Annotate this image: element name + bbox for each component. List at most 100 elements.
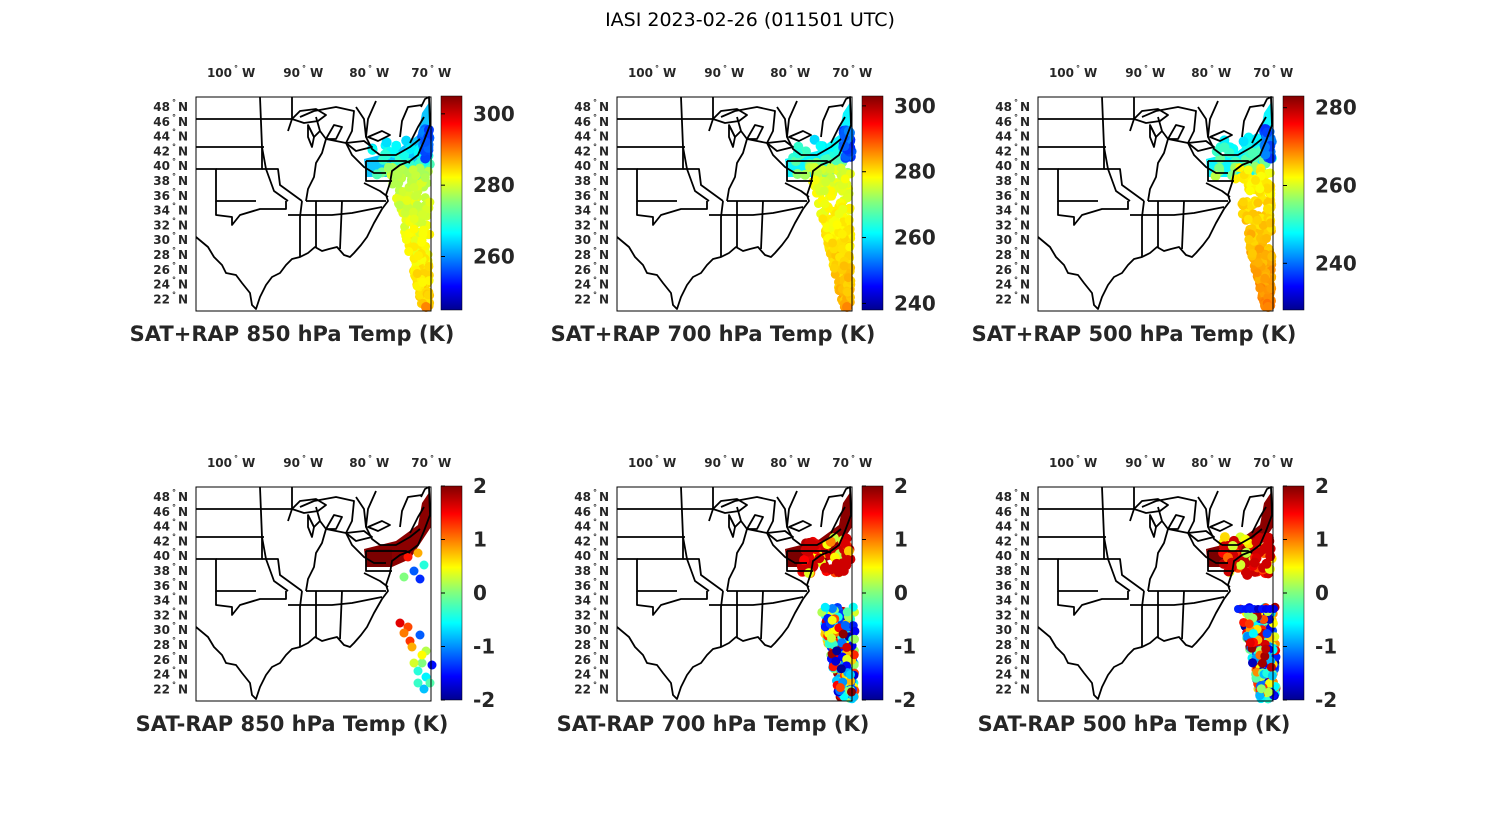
lat-tick-label: 26 [153, 263, 170, 277]
lon-tick-label: 90 [283, 66, 300, 80]
state-line [325, 138, 386, 174]
lat-tick-label: 32 [995, 608, 1012, 622]
lat-tick-suffix: N [599, 248, 609, 262]
state-line [366, 550, 411, 554]
degree-mark: ° [172, 651, 176, 660]
degree-mark: ° [1014, 202, 1018, 211]
state-line [636, 201, 708, 226]
obs-point [821, 177, 831, 187]
lat-tick-label: 26 [995, 653, 1012, 667]
obs-point [1254, 244, 1264, 254]
lon-tick-suffix: W [1218, 66, 1231, 80]
obs-point [815, 140, 826, 151]
lon-tick-suffix: W [242, 456, 255, 470]
diff-point [1255, 691, 1265, 701]
diff-point [417, 658, 427, 668]
lat-tick-label: 30 [153, 623, 170, 637]
state-line [288, 596, 383, 606]
obs-point [1247, 147, 1258, 158]
state-line [1101, 96, 1131, 202]
degree-mark: ° [1014, 606, 1018, 615]
diff-point [842, 654, 852, 664]
lat-tick-suffix: N [599, 174, 609, 188]
state-line [1207, 100, 1223, 156]
lat-tick-suffix: N [599, 594, 609, 608]
lat-tick-suffix: N [599, 144, 609, 158]
degree-mark: ° [172, 216, 176, 225]
lat-tick-label: 34 [153, 594, 170, 608]
state-line [1222, 138, 1263, 156]
obs-point [384, 162, 394, 172]
lat-tick-label: 28 [574, 638, 591, 652]
obs-point [819, 186, 829, 196]
degree-mark: ° [593, 172, 597, 181]
degree-mark: ° [1014, 290, 1018, 299]
degree-mark: ° [1014, 172, 1018, 181]
obs-point [832, 220, 842, 230]
lat-tick-label: 24 [153, 278, 170, 292]
map-panel-6: 100 ° W 90 ° W 80 ° W 70 ° W48 ° N46 ° N44 ° N42 ° N40 ° N38 °… [978, 454, 1338, 736]
diff-point [1265, 678, 1275, 688]
diff-point [846, 687, 856, 697]
obs-point [1251, 175, 1261, 185]
state-line [196, 168, 256, 202]
degree-mark: ° [593, 276, 597, 285]
lat-tick-label: 38 [574, 174, 591, 188]
state-boundaries [195, 96, 431, 310]
obs-point [417, 210, 427, 220]
diff-point [409, 566, 419, 576]
state-line [365, 551, 392, 572]
degree-mark: ° [172, 187, 176, 196]
state-line [1058, 147, 1105, 170]
lat-tick-suffix: N [1020, 292, 1030, 306]
obs-point [412, 200, 422, 210]
lon-tick-label: 70 [832, 456, 849, 470]
diff-point [826, 633, 836, 643]
lon-tick-label: 90 [283, 456, 300, 470]
lat-tick-label: 24 [995, 668, 1012, 682]
lon-tick-label: 100 [1049, 456, 1074, 470]
state-line [215, 201, 287, 226]
state-line [784, 572, 810, 588]
state-line [1141, 590, 1145, 647]
degree-mark: ° [1014, 532, 1018, 541]
obs-point [1244, 235, 1254, 245]
diff-point [820, 602, 830, 612]
lat-tick-label: 48 [574, 490, 591, 504]
lon-tick-label: 100 [628, 66, 653, 80]
panel-title: SAT+RAP 850 hPa Temp (K) [130, 322, 455, 346]
degree-mark: ° [172, 290, 176, 299]
state-line [801, 138, 842, 156]
obs-point [826, 186, 836, 196]
colorbar-label: -2 [1315, 688, 1337, 712]
lat-tick-label: 34 [574, 204, 591, 218]
lon-tick-suffix: W [310, 456, 323, 470]
obs-point [837, 229, 847, 239]
state-line [380, 138, 421, 156]
degree-mark: ° [172, 666, 176, 675]
degree-mark: ° [172, 636, 176, 645]
lat-tick-label: 22 [574, 292, 591, 306]
degree-mark: ° [851, 454, 855, 463]
obs-point [1243, 214, 1253, 224]
obs-point [1247, 248, 1257, 258]
lat-tick-label: 38 [574, 564, 591, 578]
diff-point [842, 642, 852, 652]
colorbar [861, 95, 884, 311]
obs-point [405, 143, 416, 154]
map-panel-2: 100 ° W 90 ° W 80 ° W 70 ° W48 ° N46 ° N44 ° N42 ° N40 ° N38 °… [551, 64, 936, 346]
lat-tick-suffix: N [1020, 505, 1030, 519]
degree-mark: ° [172, 172, 176, 181]
diff-point [838, 565, 849, 576]
lat-tick-label: 44 [995, 520, 1012, 534]
degree-mark: ° [172, 577, 176, 586]
degree-mark: ° [430, 64, 434, 73]
coastline [1037, 96, 1273, 310]
lon-tick-label: 90 [704, 66, 721, 80]
degree-mark: ° [172, 606, 176, 615]
state-line [830, 116, 846, 144]
state-line [196, 558, 256, 592]
obs-point [828, 238, 838, 248]
lat-tick-suffix: N [1020, 218, 1030, 232]
obs-point [1260, 149, 1271, 160]
